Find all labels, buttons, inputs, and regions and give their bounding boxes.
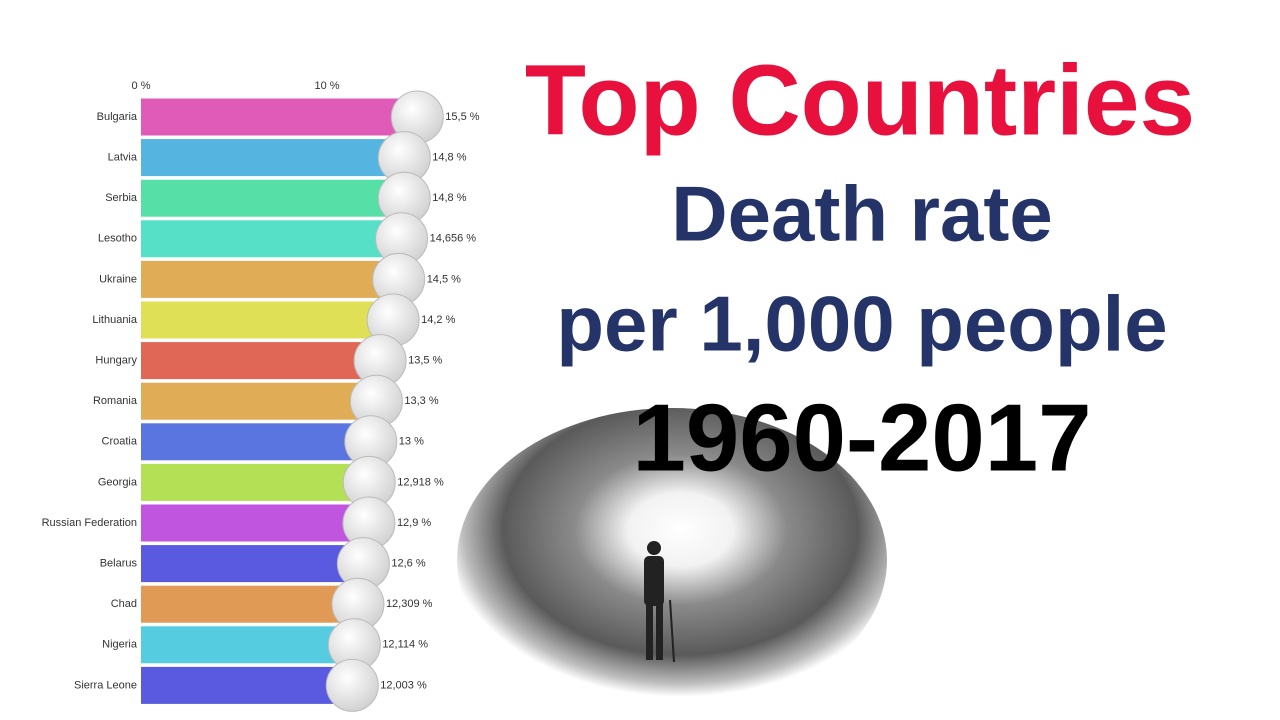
y-tick-label: Latvia — [108, 152, 138, 164]
bar — [141, 98, 430, 136]
value-label: 13 % — [399, 436, 424, 448]
value-label: 14,656 % — [430, 233, 477, 245]
value-label: 12,9 % — [397, 517, 431, 529]
bar — [141, 545, 376, 583]
tunnel-image — [457, 408, 887, 712]
y-tick-label: Croatia — [102, 436, 138, 448]
bar — [141, 463, 382, 501]
x-tick-label: 0 % — [132, 80, 151, 92]
value-label: 15,5 % — [445, 111, 479, 123]
y-tick-label: Hungary — [95, 355, 137, 367]
value-label: 14,8 % — [432, 192, 466, 204]
y-tick-label: Belarus — [100, 558, 138, 570]
title-line: Death rate — [671, 170, 1052, 258]
value-label: 14,2 % — [421, 314, 455, 326]
y-tick-label: Lithuania — [92, 314, 138, 326]
y-tick-label: Chad — [111, 598, 137, 610]
walker — [644, 541, 675, 663]
title-line: 1960-2017 — [632, 384, 1091, 491]
value-label: 12,6 % — [391, 558, 425, 570]
title-line: per 1,000 people — [556, 280, 1167, 368]
y-tick-label: Romania — [93, 395, 138, 407]
value-label: 12,003 % — [380, 679, 427, 691]
value-label: 13,5 % — [408, 355, 442, 367]
bar — [141, 423, 383, 461]
x-tick-label: 10 % — [314, 80, 339, 92]
value-label: 12,114 % — [382, 639, 428, 651]
flag — [325, 658, 379, 712]
y-tick-label: Georgia — [98, 476, 138, 488]
bar — [141, 139, 417, 177]
y-tick-label: Ukraine — [99, 273, 137, 285]
y-tick-label: Lesotho — [98, 233, 137, 245]
y-tick-label: Nigeria — [102, 639, 138, 651]
bar — [141, 179, 417, 217]
bar — [141, 301, 406, 339]
bar — [141, 504, 381, 542]
value-label: 12,309 % — [386, 598, 433, 610]
y-tick-label: Serbia — [105, 192, 138, 204]
value-label: 12,918 % — [397, 476, 444, 488]
y-tick-label: Sierra Leone — [74, 679, 137, 691]
value-label: 14,5 % — [427, 273, 461, 285]
y-tick-label: Bulgaria — [97, 111, 138, 123]
y-tick-label: Russian Federation — [42, 517, 137, 529]
value-label: 13,3 % — [404, 395, 438, 407]
bar — [141, 260, 411, 298]
bar — [141, 220, 414, 258]
value-label: 14,8 % — [432, 152, 466, 164]
title-line: Top Countries — [525, 44, 1195, 156]
bar — [141, 342, 393, 380]
bar — [141, 382, 389, 420]
